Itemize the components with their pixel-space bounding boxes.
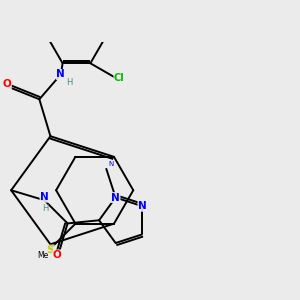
Text: Cl: Cl — [114, 73, 125, 83]
Text: O: O — [53, 250, 62, 260]
Text: S: S — [47, 245, 54, 255]
Text: H: H — [67, 78, 73, 87]
Text: N: N — [138, 201, 147, 211]
Text: O: O — [3, 79, 11, 89]
Text: Me: Me — [38, 251, 49, 260]
Text: N: N — [111, 193, 120, 202]
Text: N: N — [40, 192, 49, 202]
Text: H: H — [42, 204, 48, 213]
Text: N: N — [56, 70, 65, 80]
Text: N: N — [108, 161, 113, 167]
